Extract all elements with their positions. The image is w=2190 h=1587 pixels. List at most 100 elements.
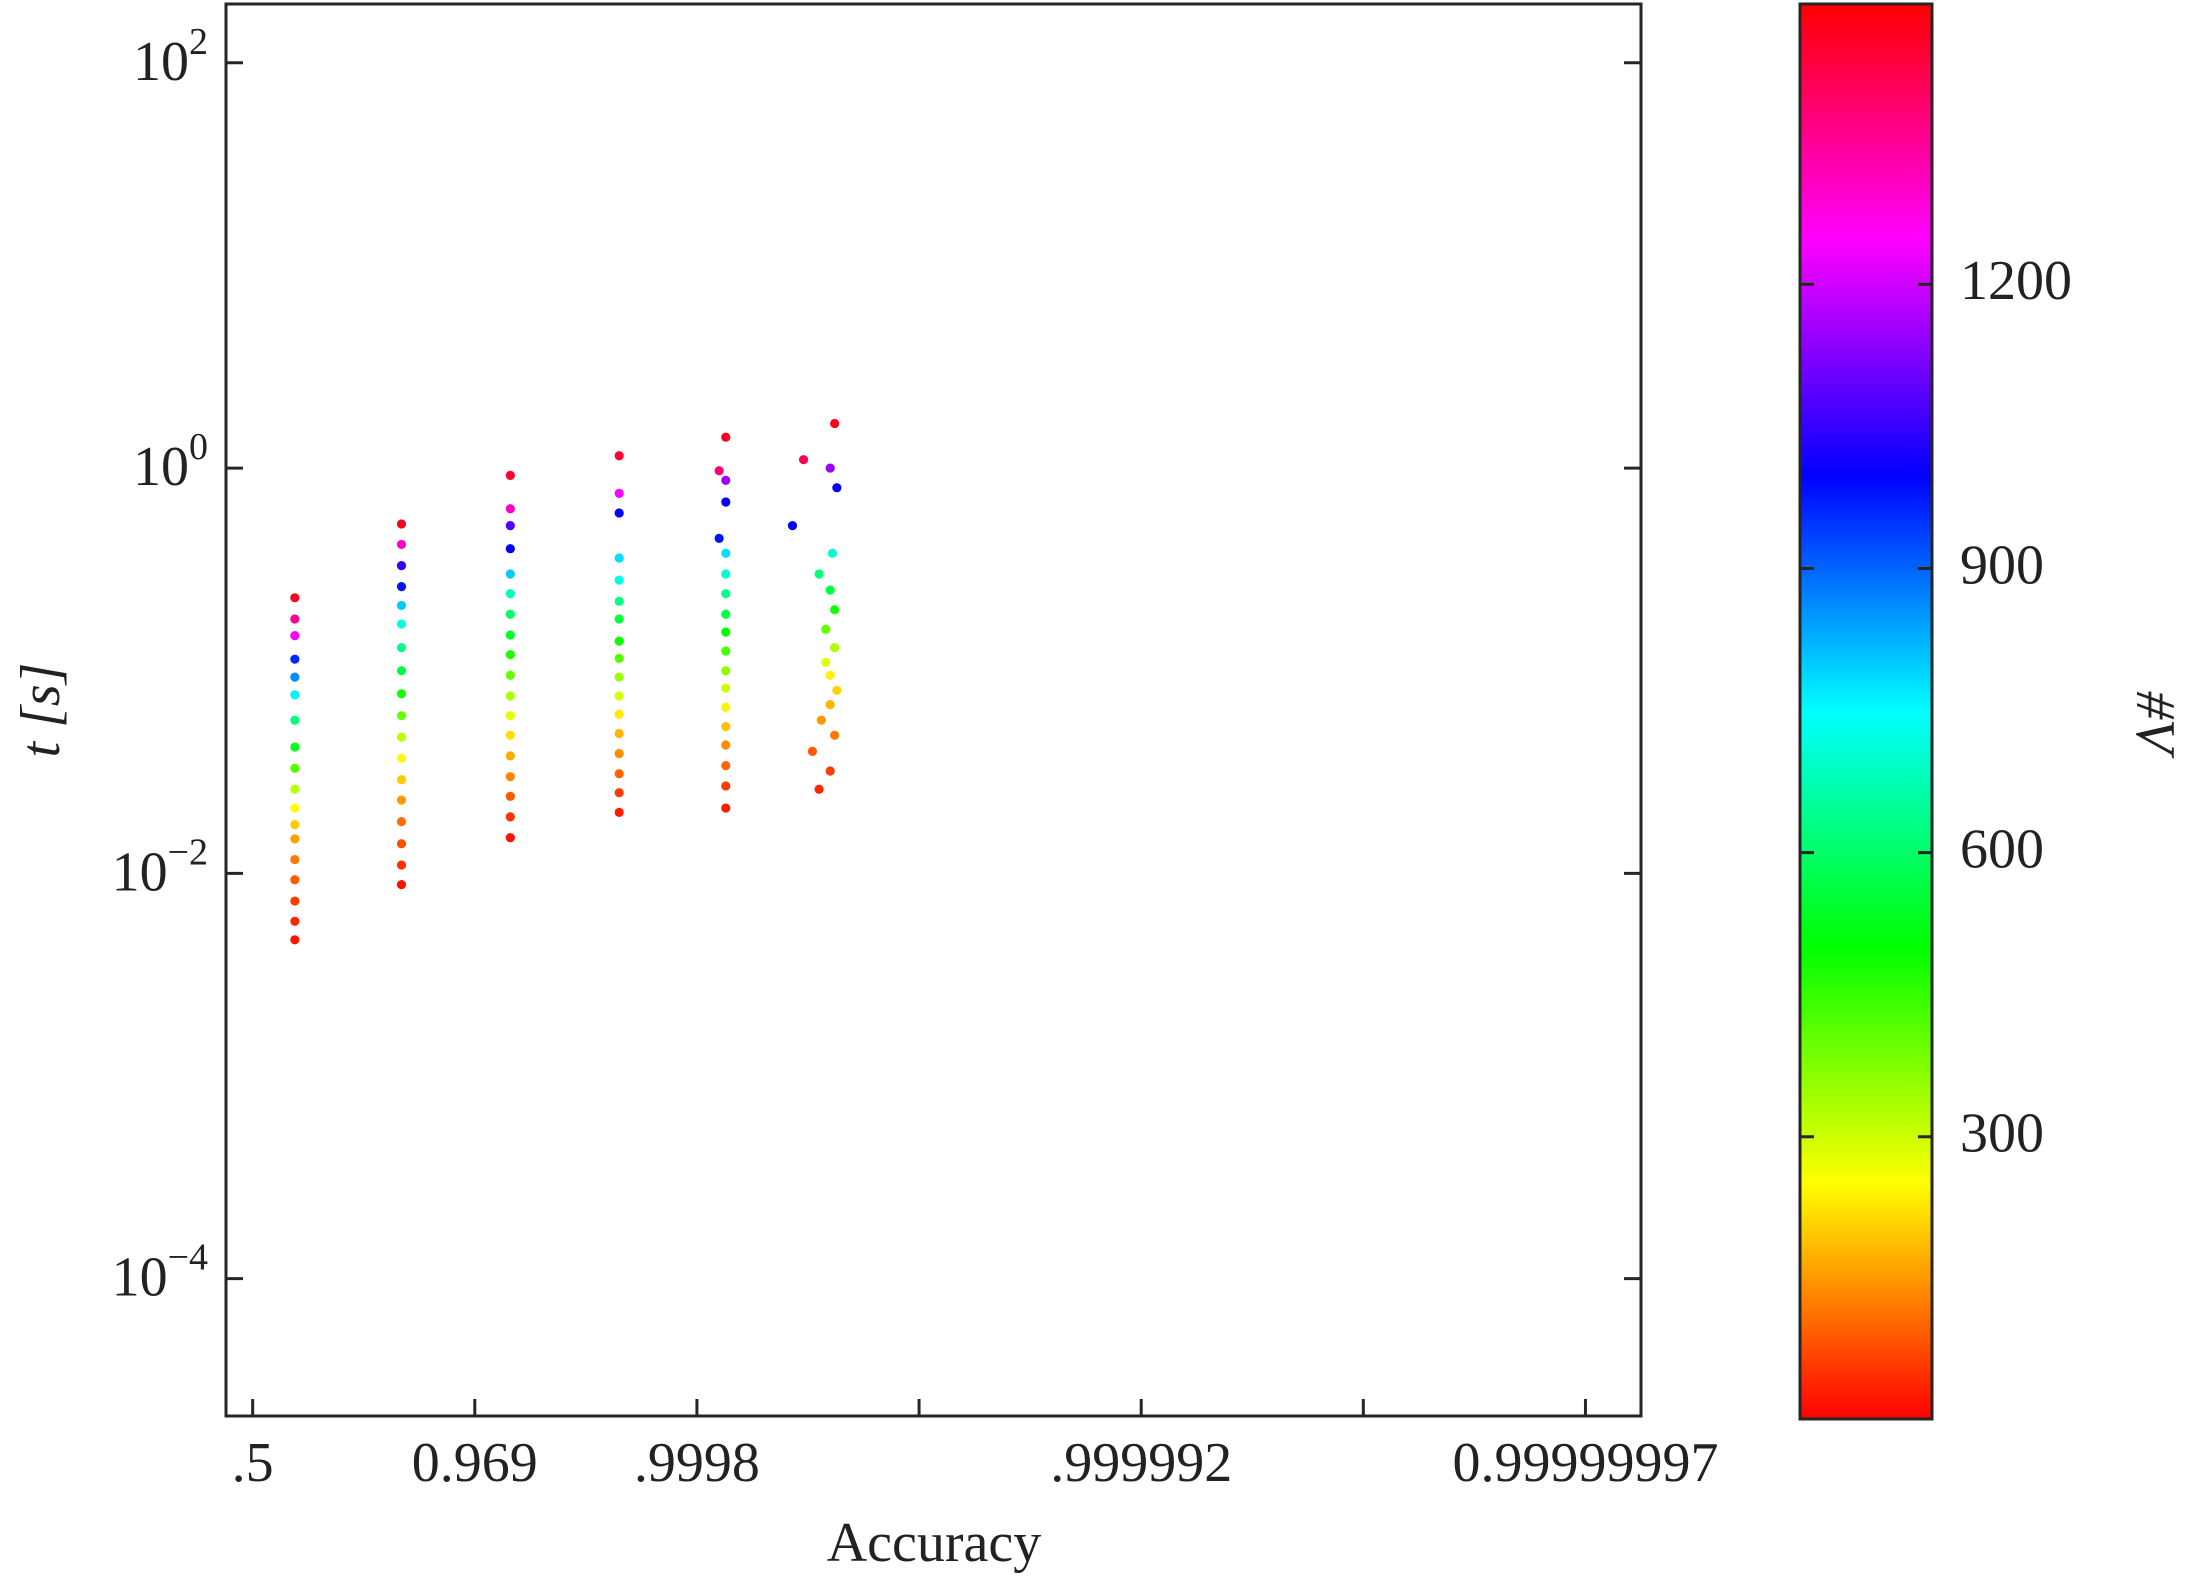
point: [721, 781, 731, 791]
y-tick-label: 10−4: [112, 1236, 208, 1308]
x-tick-label: .9998: [634, 1432, 760, 1494]
point: [832, 483, 842, 493]
point: [614, 748, 624, 759]
point: [830, 605, 840, 615]
plot-frame: [224, 2, 1643, 1418]
point: [814, 784, 824, 794]
point: [614, 575, 624, 585]
point: [787, 521, 798, 531]
point: [396, 880, 407, 890]
point: [505, 589, 515, 599]
point: [396, 519, 407, 529]
point: [614, 788, 624, 798]
point: [290, 614, 300, 624]
point: [290, 935, 300, 945]
point: [614, 769, 624, 779]
point: [505, 691, 515, 701]
point: [827, 548, 838, 558]
point: [825, 670, 835, 680]
point: [614, 451, 624, 461]
point: [721, 683, 731, 693]
point: [721, 666, 731, 676]
point: [721, 475, 731, 485]
point: [830, 643, 840, 653]
point: [832, 685, 842, 695]
point: [396, 732, 407, 742]
point: [721, 646, 731, 656]
point: [505, 772, 515, 782]
point: [396, 689, 407, 699]
y-tick-label: 102: [133, 20, 208, 92]
point: [721, 569, 731, 579]
point: [614, 614, 624, 624]
point: [821, 657, 831, 667]
point: [290, 803, 300, 813]
point: [505, 833, 515, 843]
point: [396, 539, 407, 550]
y-tick-label: 100: [133, 426, 208, 498]
point: [290, 896, 300, 906]
point: [721, 761, 731, 771]
point: [721, 721, 731, 732]
point: [505, 650, 515, 660]
point: [290, 916, 300, 926]
point: [721, 803, 731, 813]
point: [505, 730, 515, 740]
plot-area: [226, 4, 1641, 1416]
point: [830, 418, 840, 429]
point: [505, 609, 515, 619]
x-tick-label: 0.969: [412, 1432, 538, 1494]
point: [505, 711, 515, 721]
point: [505, 470, 515, 481]
x-tick-label: 0.99999997: [1452, 1432, 1718, 1494]
point: [396, 561, 407, 571]
point: [290, 690, 300, 700]
point: [290, 654, 300, 664]
point: [614, 508, 624, 518]
point: [821, 624, 831, 634]
point: [614, 488, 624, 498]
point: [614, 709, 624, 719]
point: [825, 463, 835, 473]
point: [714, 533, 724, 543]
point: [290, 834, 300, 844]
y-tick-label: 10−2: [112, 831, 208, 903]
point: [721, 548, 731, 558]
y-axis-label: t [s]: [10, 663, 72, 758]
point: [721, 497, 731, 507]
point: [825, 766, 835, 776]
colorbar: [1798, 2, 1934, 1421]
point: [614, 553, 624, 563]
point: [825, 700, 835, 710]
point: [505, 630, 515, 640]
point: [814, 569, 824, 579]
point: [290, 820, 300, 830]
point: [290, 763, 300, 773]
point: [721, 609, 731, 619]
point: [505, 670, 515, 680]
point: [290, 672, 300, 682]
point: [721, 627, 731, 637]
point: [505, 521, 515, 531]
point: [396, 817, 407, 827]
point: [830, 730, 840, 740]
point: [290, 631, 300, 641]
point: [505, 504, 515, 514]
point: [798, 455, 809, 465]
point: [396, 711, 407, 721]
point: [614, 807, 624, 817]
point: [396, 600, 407, 611]
point: [290, 875, 300, 885]
point: [396, 619, 407, 629]
point: [505, 812, 515, 822]
point: [505, 751, 515, 761]
point: [721, 432, 731, 442]
point: [396, 753, 407, 763]
colorbar-tick-label: 300: [1960, 1103, 2044, 1165]
point: [505, 791, 515, 801]
colorbar-label: #V: [2124, 691, 2186, 759]
point: [614, 653, 624, 664]
point: [396, 643, 407, 653]
point: [290, 715, 300, 725]
